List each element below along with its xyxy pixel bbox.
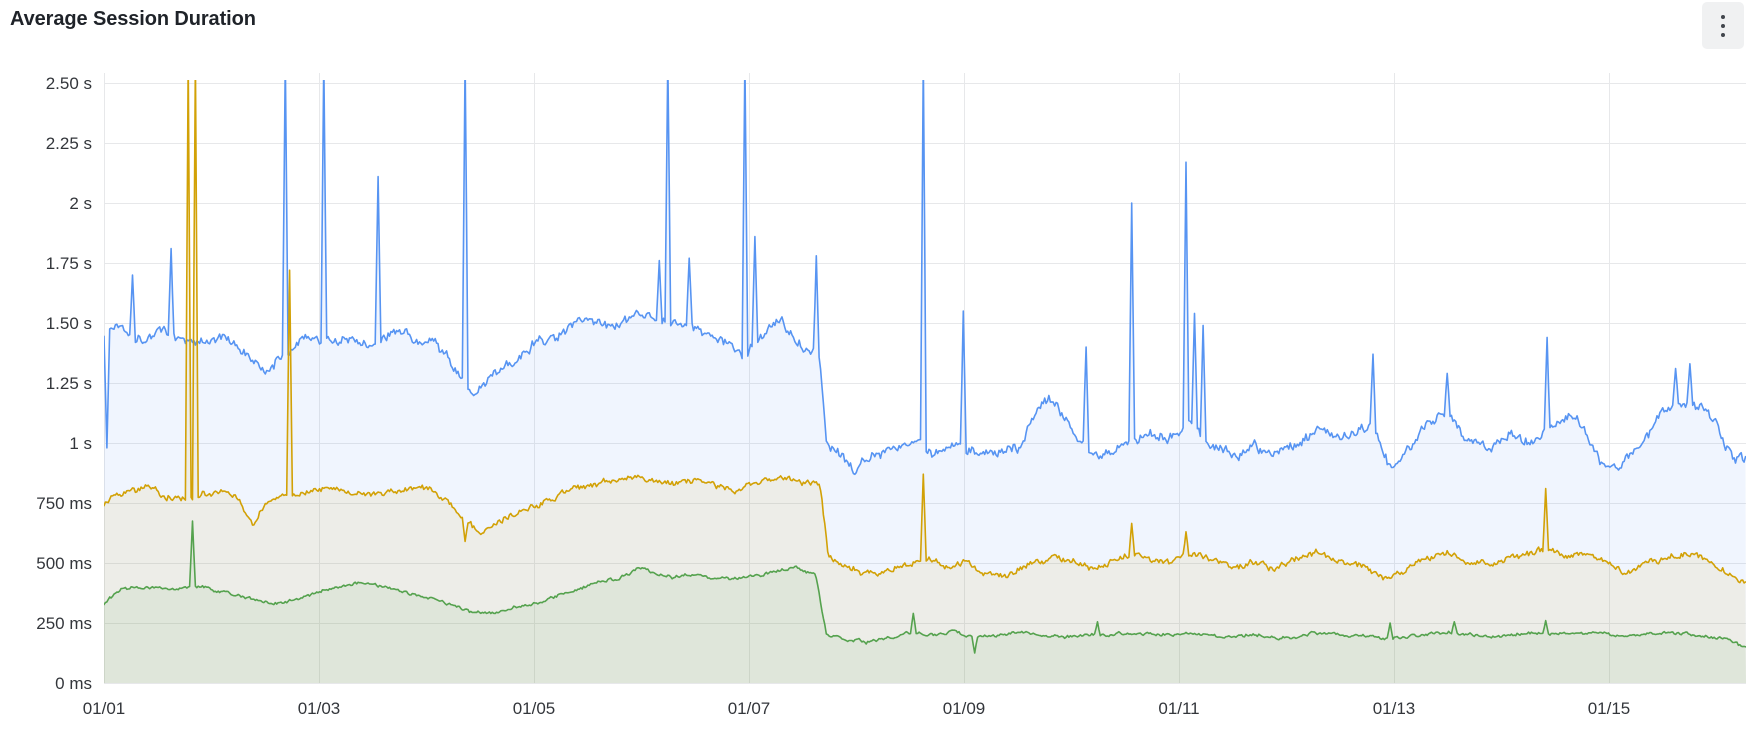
series-gold: [104, 80, 1746, 683]
panel-title: Average Session Duration: [10, 8, 256, 30]
x-axis-labels: 01/01 01/03 01/05 01/07 01/09 01/11 01/13 01/15: [83, 699, 1631, 718]
series-gold-area: [104, 80, 1746, 683]
y-tick-label: 750 ms: [36, 494, 92, 513]
series-green-line: [104, 520, 1746, 654]
x-tick-label: 01/15: [1588, 699, 1631, 718]
x-tick-label: 01/05: [513, 699, 556, 718]
y-tick-label: 2.25 s: [46, 134, 92, 153]
x-tick-label: 01/11: [1158, 699, 1199, 718]
series-green: [104, 520, 1746, 683]
y-tick-label: 2.50 s: [46, 74, 92, 93]
y-tick-label: 1.75 s: [46, 254, 92, 273]
x-tick-label: 01/13: [1373, 699, 1416, 718]
x-tick-label: 01/01: [83, 699, 126, 718]
series-blue: [104, 80, 1746, 683]
y-axis-labels: 0 ms 250 ms 500 ms 750 ms 1 s 1.25 s 1.50 s 1.7…: [36, 74, 92, 693]
y-tick-label: 2 s: [69, 194, 92, 213]
y-tick-label: 1 s: [69, 434, 92, 453]
x-tick-label: 01/07: [728, 699, 771, 718]
series-green-area: [104, 521, 1746, 683]
x-tick-label: 01/09: [943, 699, 986, 718]
panel-header: Average Session Duration: [0, 0, 1746, 49]
series-blue-line: [104, 80, 1746, 476]
y-tick-label: 1.25 s: [46, 374, 92, 393]
x-tick-label: 01/03: [298, 699, 341, 718]
y-tick-label: 0 ms: [55, 674, 92, 693]
y-tick-label: 500 ms: [36, 554, 92, 573]
y-tick-label: 1.50 s: [46, 314, 92, 333]
y-tick-label: 250 ms: [36, 614, 92, 633]
series-gold-line: [104, 80, 1746, 584]
kebab-menu-icon: [1702, 14, 1744, 37]
panel-menu-button[interactable]: [1702, 2, 1744, 49]
